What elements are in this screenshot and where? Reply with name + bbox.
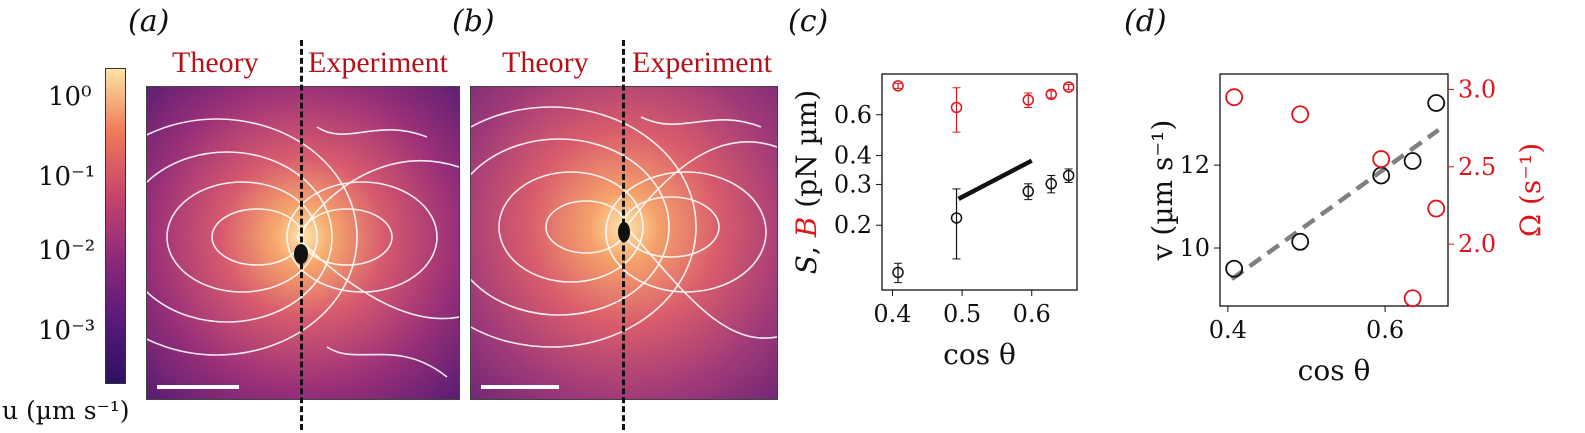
- chart-d-ytick-right-label-1: 2.5: [1458, 153, 1496, 181]
- chart-c-point-s1-0: [892, 80, 904, 92]
- chart-c-frame: [881, 73, 1078, 291]
- chart-d-point-s1-4: [1427, 199, 1446, 218]
- chart-c-xtick-label-1: 0.5: [943, 300, 981, 328]
- chart-c-ylabel: S, B (pN µm): [790, 90, 823, 274]
- colorbar-tick-0: 10⁰: [48, 82, 92, 112]
- chart-c-ylabel-part-1: ,: [790, 237, 823, 255]
- chart-c-point-s0-3: [1045, 178, 1057, 190]
- colorbar-tick-1: 10⁻¹: [38, 162, 96, 192]
- field-b-theory-title: Theory: [502, 46, 589, 79]
- chart-c-point-s1-4: [1062, 81, 1075, 93]
- chart-d-point-s0-1: [1291, 232, 1310, 251]
- field-a-divider: [300, 40, 303, 430]
- chart-d-fit-line: [1230, 128, 1440, 281]
- colorbar: [105, 68, 126, 384]
- colorbar-tick-3: 10⁻³: [38, 316, 96, 346]
- field-a-swimmer: [294, 244, 308, 264]
- chart-c-ytick-label-3: 0.6: [834, 101, 872, 129]
- chart-c-xtick-label-2: 0.6: [1013, 300, 1051, 328]
- chart-d: 0.4 0.6 10 12 2.0 2.5 3.0 cos θ v (µm s⁻¹) Ω (s⁻¹…: [1146, 73, 1547, 387]
- panel-label-c: (c): [788, 4, 829, 39]
- panel-label-a: (a): [128, 4, 170, 39]
- chart-c-point-s0-1: [950, 212, 963, 224]
- chart-d-ylabel-right: Ω (s⁻¹): [1514, 143, 1547, 237]
- field-b-swimmer: [618, 222, 630, 242]
- panel-label-b: (b): [452, 4, 495, 39]
- panel-label-d: (d): [1124, 4, 1167, 39]
- chart-c-ytick-label-0: 0.2: [834, 211, 872, 239]
- chart-d-point-s1-2: [1372, 150, 1391, 168]
- chart-c-ytick-label-2: 0.4: [834, 142, 872, 170]
- chart-d-point-s1-1: [1291, 105, 1310, 124]
- chart-c-xlabel: cos θ: [943, 338, 1016, 371]
- chart-d-point-s1-3: [1403, 289, 1422, 308]
- colorbar-label: u (µm s⁻¹): [2, 396, 130, 425]
- field-b-experiment-title: Experiment: [632, 46, 772, 79]
- chart-d-ylabel-left: v (µm s⁻¹): [1146, 120, 1179, 262]
- flow-field-a: [146, 86, 460, 400]
- field-a-theory-title: Theory: [172, 46, 259, 79]
- chart-c-theory-line: [957, 158, 1033, 201]
- flow-field-a-image: [147, 87, 459, 399]
- chart-d-ytick-right-label-2: 3.0: [1458, 75, 1496, 103]
- chart-d-point-s0-3: [1403, 152, 1422, 170]
- chart-d-xtick-label-1: 0.6: [1366, 316, 1404, 344]
- chart-d-ytick-left-label-1: 12: [1179, 151, 1210, 179]
- chart-d-frame: [1219, 73, 1449, 307]
- chart-c-point-s1-2: [1022, 94, 1034, 106]
- chart-d-point-s1-0: [1225, 88, 1244, 107]
- chart-c-ylabel-part-3: (pN µm): [790, 90, 823, 217]
- chart-c-ytick-label-1: 0.3: [834, 170, 872, 198]
- chart-c-point-s0-0: [892, 266, 904, 279]
- chart-c-xtick-label-0: 0.4: [873, 300, 911, 328]
- chart-d-ytick-right-label-0: 2.0: [1458, 230, 1496, 258]
- chart-d-xlabel: cos θ: [1298, 354, 1371, 387]
- colorbar-tick-2: 10⁻²: [38, 236, 96, 266]
- chart-c-ylabel-part-0: S: [790, 255, 823, 274]
- chart-c-point-s0-4: [1062, 169, 1075, 182]
- chart-d-ytick-left-label-0: 10: [1179, 234, 1210, 262]
- chart-c-point-s0-2: [1022, 185, 1034, 198]
- chart-d-point-s0-0: [1225, 259, 1244, 278]
- chart-c-point-s1-3: [1045, 88, 1057, 101]
- chart-d-xtick-label-0: 0.4: [1209, 316, 1247, 344]
- chart-c-ylabel-part-2: B: [790, 217, 823, 239]
- chart-d-point-s0-4: [1427, 94, 1446, 112]
- field-a-experiment-title: Experiment: [308, 46, 448, 79]
- chart-c-point-s1-1: [950, 101, 963, 114]
